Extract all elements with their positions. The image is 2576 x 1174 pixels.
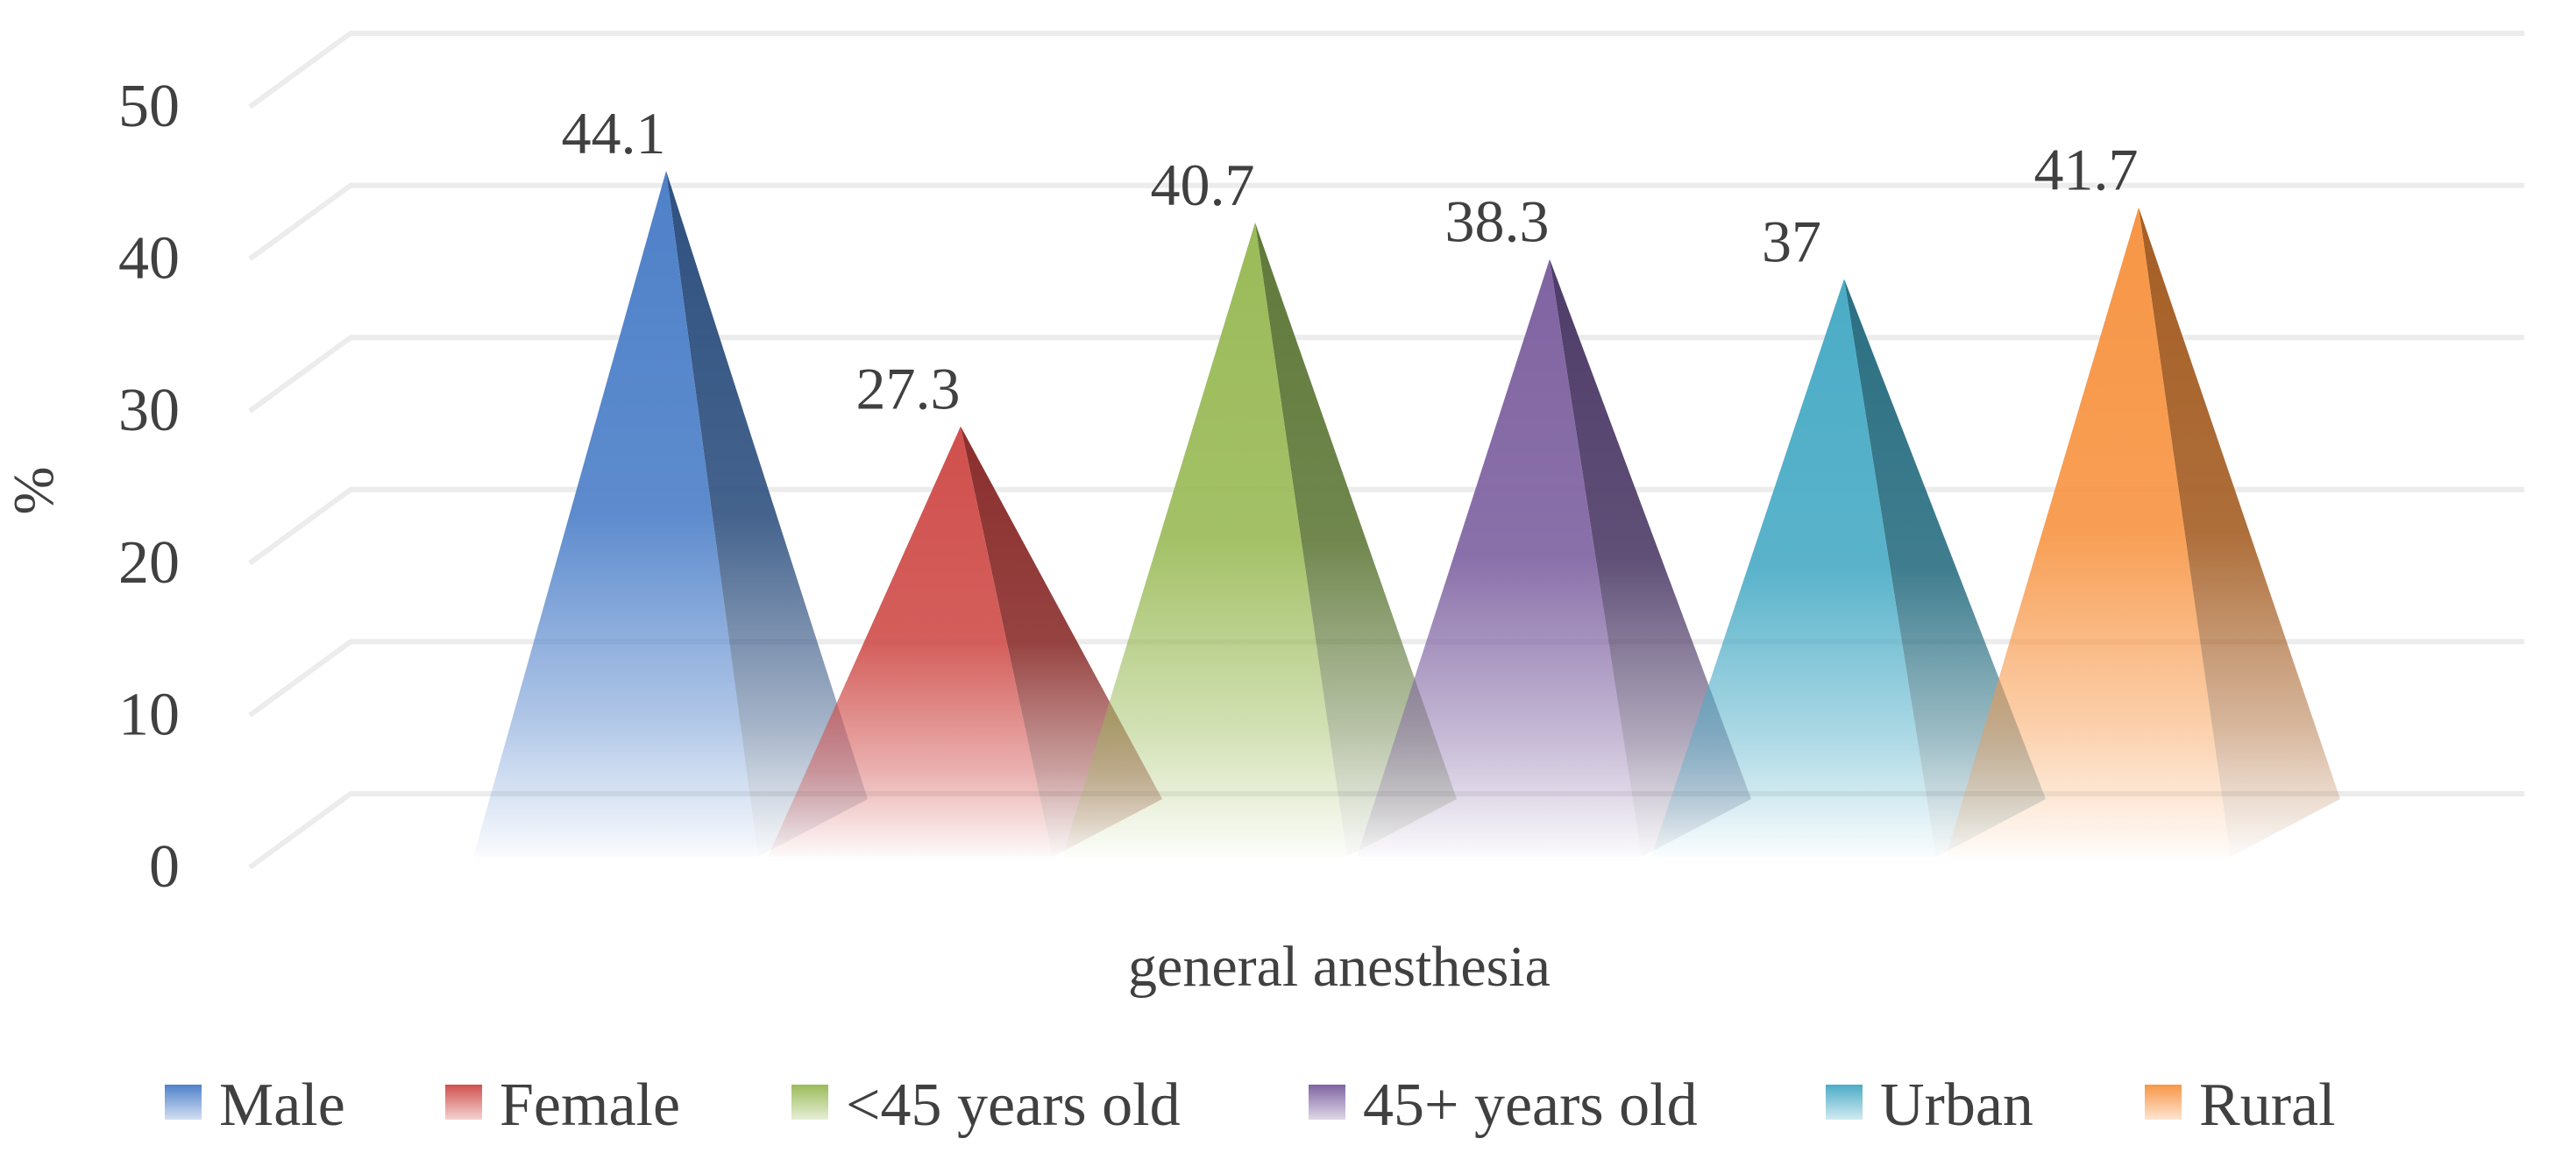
legend-swatch	[2145, 1085, 2182, 1120]
legend-swatch	[1826, 1085, 1863, 1120]
legend-swatch	[165, 1085, 202, 1120]
pyramid-front-face	[1946, 207, 2231, 858]
pyramid-front-face	[768, 426, 1053, 857]
pyramid-front-face	[1062, 223, 1347, 858]
y-tick-label: 50	[118, 73, 180, 140]
gridline	[248, 182, 2524, 262]
y-tick-label: 20	[118, 529, 180, 597]
data-label: 37	[1762, 208, 1821, 274]
pyramid-side-face	[666, 171, 868, 858]
data-labels: 44.1 27.3 40.7 38.3 37 41.7	[562, 100, 2139, 422]
legend-item: 45+ years old	[1309, 1071, 1698, 1139]
y-axis-ticks: 0 10 20 30 40 50	[118, 73, 180, 901]
y-tick-label: 40	[118, 225, 180, 293]
legend-label: <45 years old	[846, 1071, 1181, 1139]
legend-item: Rural	[2145, 1071, 2336, 1139]
y-tick-label: 0	[149, 833, 180, 901]
data-label: 41.7	[2034, 137, 2139, 203]
pyramid-front-face	[1651, 279, 1936, 857]
gridline	[248, 335, 2524, 414]
gridline	[248, 31, 2524, 110]
pyramid-bar-6	[1946, 207, 2340, 858]
pyramid-front-face	[473, 171, 758, 858]
pyramid-side-face	[2139, 207, 2340, 858]
legend-item: Urban	[1826, 1071, 2033, 1139]
data-label: 27.3	[856, 356, 961, 422]
data-label: 44.1	[562, 100, 666, 166]
pyramid-side-face	[1550, 258, 1751, 857]
y-tick-label: 30	[118, 377, 180, 444]
pyramid-front-face	[1357, 258, 1642, 857]
pyramid-bar-3	[1062, 223, 1457, 858]
legend-label: Male	[219, 1071, 345, 1139]
legend-label: Rural	[2199, 1071, 2336, 1139]
pyramid-bars	[473, 171, 2340, 858]
pyramid-bar-4	[1357, 258, 1751, 857]
legend-item: Female	[445, 1071, 680, 1139]
legend-label: 45+ years old	[1363, 1071, 1698, 1139]
legend-label: Urban	[1880, 1071, 2033, 1139]
pyramid-bar-1	[473, 171, 868, 858]
legend-swatch	[445, 1085, 482, 1120]
x-axis-label: general anesthesia	[1128, 935, 1551, 999]
y-axis-label: %	[2, 467, 66, 515]
data-label: 38.3	[1445, 188, 1550, 255]
legend-label: Female	[500, 1071, 680, 1139]
legend-swatch	[791, 1085, 828, 1120]
pyramid-side-face	[1255, 223, 1457, 858]
legend-swatch	[1309, 1085, 1345, 1120]
legend: Male Female <45 years old 45+ years old Urba…	[165, 1071, 2336, 1139]
y-tick-label: 10	[118, 681, 180, 748]
legend-item: Male	[165, 1071, 345, 1139]
data-label: 40.7	[1151, 152, 1255, 218]
legend-item: <45 years old	[791, 1071, 1181, 1139]
